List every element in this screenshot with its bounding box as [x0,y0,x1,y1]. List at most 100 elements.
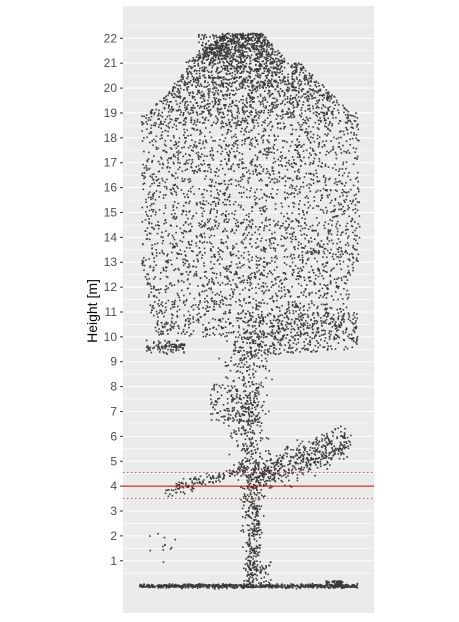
data-point [197,77,200,80]
data-point [230,394,233,396]
data-point [211,281,213,283]
data-point [265,580,267,582]
data-point [196,482,199,484]
data-point [322,320,324,323]
data-point [154,276,156,278]
data-point [247,351,250,354]
data-point [243,429,245,431]
data-point [249,377,252,379]
data-point [279,463,282,466]
data-point [256,547,258,550]
data-point [175,84,178,86]
data-point [227,419,230,421]
data-point [291,346,294,349]
data-point [243,420,245,422]
data-point [290,335,293,338]
data-point [248,408,251,411]
data-point [219,108,222,111]
data-point [198,481,201,483]
data-point [281,109,284,111]
data-point [337,449,340,452]
data-point [223,422,225,424]
data-point [184,585,187,588]
data-point [165,583,168,586]
data-point [293,257,296,259]
data-point [227,32,230,35]
data-point [217,475,219,477]
data-point [266,225,268,227]
data-point [267,44,269,46]
data-point [301,145,303,147]
data-point [258,344,260,346]
data-point [179,346,181,348]
data-point [352,314,355,316]
data-point [297,318,300,321]
data-point [175,128,178,131]
data-point [345,225,347,228]
data-point [252,373,254,376]
data-point [279,160,282,162]
data-point [272,148,275,150]
data-point [224,158,226,160]
data-point [146,159,148,162]
data-point [227,83,229,85]
data-point [293,322,296,325]
data-point [168,344,170,347]
data-point [263,38,265,40]
data-point [231,407,234,409]
data-point [191,161,194,164]
data-point [242,546,244,548]
data-point [213,97,215,99]
data-point [299,330,302,333]
data-point [255,545,258,547]
data-point [195,242,197,244]
data-point [340,425,342,428]
data-point [183,281,185,283]
data-point [325,449,327,451]
data-point [228,410,230,412]
data-point [263,471,266,474]
data-point [310,463,312,465]
data-point [273,469,276,471]
data-point [312,173,315,175]
data-point [341,231,343,234]
data-point [354,208,357,210]
data-point [224,365,227,367]
data-point [335,337,337,340]
data-point [252,430,254,432]
data-point [269,174,272,176]
data-point [198,167,201,170]
data-point [217,583,220,586]
data-point [176,586,179,588]
data-point [237,312,239,314]
data-point [229,369,232,372]
data-point [250,453,253,455]
data-point [260,285,263,288]
data-point [287,317,289,319]
data-point [257,336,259,338]
data-point [291,351,294,353]
data-point [287,584,290,587]
data-point [333,278,336,281]
data-point [254,353,257,355]
data-point [253,532,255,535]
data-point [332,454,334,457]
data-point [184,140,187,142]
data-point [209,90,211,92]
data-point [308,454,311,456]
data-point [328,336,331,338]
data-point [299,274,301,277]
data-point [251,245,253,248]
data-point [215,77,217,79]
data-point [232,587,234,589]
data-point [305,295,307,298]
data-point [265,344,267,346]
data-point [146,345,149,347]
data-point [208,584,210,586]
data-point [345,306,348,309]
data-point [259,570,262,573]
data-point [255,119,258,122]
data-point [249,278,251,281]
data-point [209,481,211,483]
data-point [281,465,284,468]
